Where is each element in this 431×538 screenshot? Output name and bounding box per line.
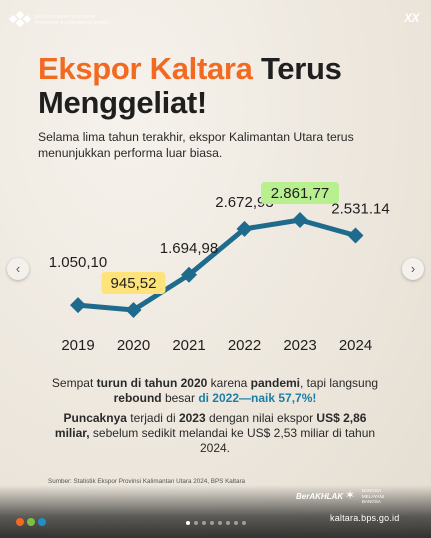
agency-line: BADAN PUSAT STATISTIK [35, 13, 96, 19]
max-value-highlight [261, 182, 339, 204]
note-bold: pandemi [250, 376, 301, 390]
brand-mark: XX [403, 11, 420, 25]
slide-pager[interactable] [186, 521, 246, 525]
green-dot [27, 518, 35, 526]
pager-dot[interactable] [234, 521, 238, 525]
berakhlak-logo: BerAKHLAK [296, 492, 344, 501]
orange-dot [16, 518, 24, 526]
decorative-dots [16, 518, 46, 526]
note-bold: US$ 2,86 miliar, [54, 411, 367, 440]
note-text: sebelum sedikit melandai ke US$ 2,53 mil… [89, 426, 376, 455]
pager-dot[interactable] [242, 521, 246, 525]
agency-line: PROVINSI KALIMANTAN UTARA [35, 19, 110, 25]
x-tick-label: 2024 [339, 337, 372, 354]
note-text: besar [161, 391, 199, 405]
title-part2: Terus [260, 51, 342, 86]
x-tick-label: 2019 [61, 337, 94, 354]
pager-dot[interactable] [202, 521, 206, 525]
note-text: terjadi di [126, 411, 179, 425]
bangga-melayani-icon: ✶ [345, 488, 356, 502]
data-label: 2.531.14 [331, 201, 389, 218]
data-point [347, 227, 364, 244]
bangga-line: BANGGA [362, 488, 382, 493]
title-part1: Ekspor Kaltara [38, 51, 253, 86]
data-point [236, 220, 253, 237]
min-value-highlight [101, 272, 166, 294]
bangga-line: BANGSA [362, 499, 381, 504]
data-label: 1.694,98 [160, 240, 218, 257]
next-slide-button[interactable]: › [402, 258, 424, 280]
pager-dot[interactable] [218, 521, 222, 525]
source-note: Sumber: Statistik Ekspor Provinsi Kalima… [48, 478, 246, 485]
pager-dot[interactable] [226, 521, 230, 525]
note-bold: Puncaknya [63, 411, 127, 425]
pager-dot[interactable] [210, 521, 214, 525]
x-tick-label: 2022 [228, 337, 261, 354]
note-bold: rebound [113, 391, 162, 405]
footer-band [0, 485, 431, 538]
data-point [292, 212, 308, 228]
pager-dot[interactable] [194, 521, 198, 525]
note-text: , tapi langsung [300, 376, 379, 390]
chevron-left-icon: ‹ [15, 261, 21, 276]
data-point [70, 297, 86, 314]
blue-dot [38, 518, 46, 526]
data-point [125, 302, 142, 318]
note-text: Sempat [51, 376, 97, 390]
data-label: 2.672,93 [215, 194, 273, 211]
pager-dot[interactable] [186, 521, 190, 525]
note-bold: 2023 [178, 411, 206, 425]
data-label: 945,52 [111, 275, 157, 292]
title-line2: Menggeliat! [38, 85, 207, 120]
note-highlight: di 2022—naik 57,7%! [198, 391, 317, 405]
data-label: 2.861,77 [271, 185, 329, 202]
subtitle: Selama lima tahun terakhir, ekspor Kalim… [38, 130, 354, 160]
page-title: Ekspor Kaltara Terus Menggeliat! [38, 52, 342, 120]
data-label: 1.050,10 [49, 254, 107, 271]
x-tick-label: 2020 [117, 337, 150, 354]
bps-logo-icon [8, 10, 32, 28]
note-text: karena [207, 376, 251, 390]
chevron-right-icon: › [410, 261, 416, 276]
note-bold: turun di tahun 2020 [96, 376, 208, 390]
bangga-melayani-text: BANGGA MELAYANI BANGSA [362, 488, 384, 505]
prev-slide-button[interactable]: ‹ [7, 258, 29, 280]
x-tick-label: 2021 [172, 337, 205, 354]
bangga-line: MELAYANI [362, 493, 385, 499]
agency-header: BADAN PUSAT STATISTIK PROVINSI KALIMANTA… [8, 10, 110, 28]
agency-name: BADAN PUSAT STATISTIK PROVINSI KALIMANTA… [35, 14, 110, 25]
note-text: dengan nilai ekspor [205, 411, 317, 425]
note-peak: Puncaknya terjadi di 2023 dengan nilai e… [45, 411, 385, 456]
note-rebound: Sempat turun di tahun 2020 karena pandem… [45, 376, 385, 406]
website-url[interactable]: kaltara.bps.go.id [330, 513, 400, 523]
x-tick-label: 2023 [283, 337, 316, 354]
series-line [75, 217, 358, 313]
data-point [181, 266, 197, 283]
